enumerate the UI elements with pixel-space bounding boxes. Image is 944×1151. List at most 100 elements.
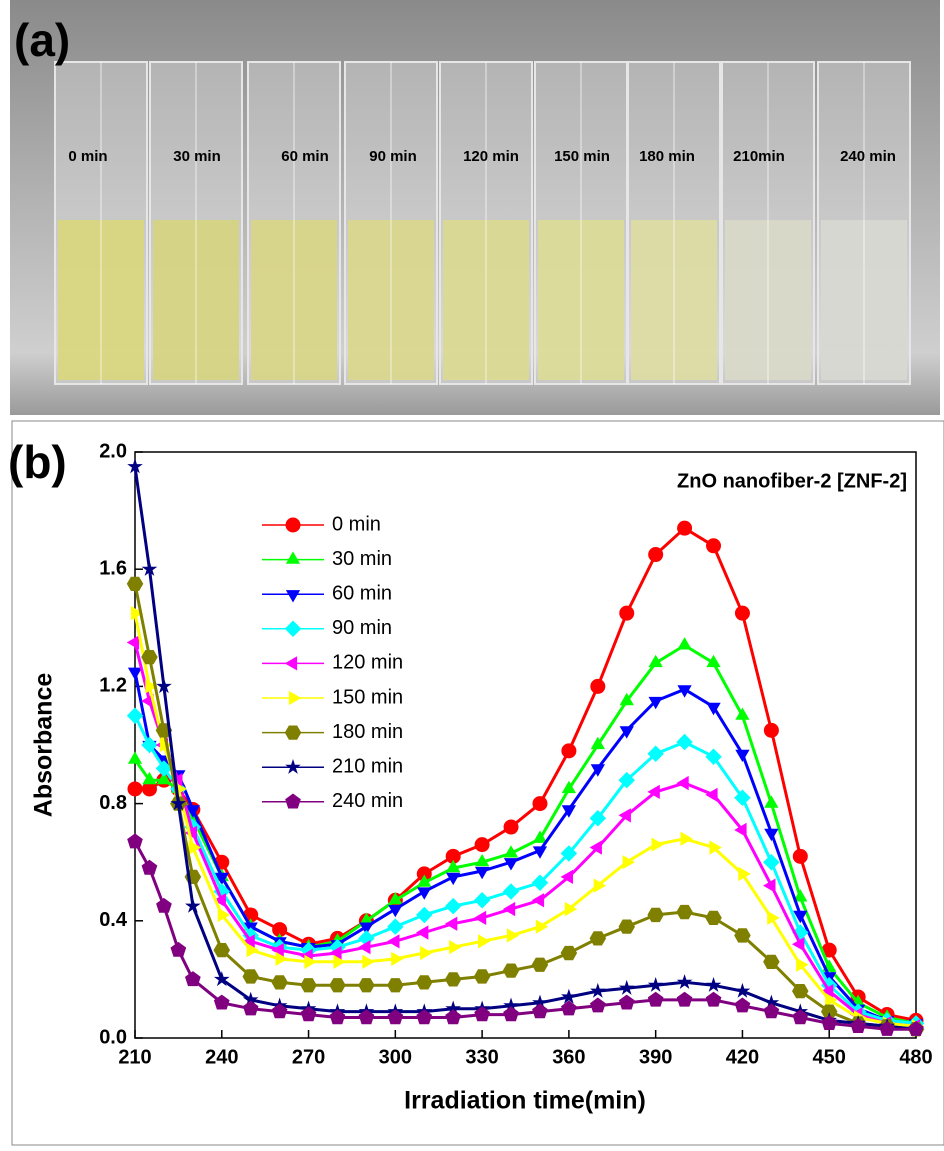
series-line [133, 642, 917, 1028]
data-point [473, 969, 491, 984]
data-point [473, 892, 491, 909]
data-point [359, 922, 374, 935]
data-point [213, 893, 226, 908]
data-point [647, 977, 664, 992]
sample-label: 240 min [840, 148, 896, 165]
data-point [619, 605, 635, 621]
data-point [358, 930, 375, 947]
legend-label: 0 min [332, 513, 381, 535]
data-point [763, 722, 779, 738]
x-tick-label: 300 [379, 1046, 412, 1068]
data-point [734, 928, 751, 943]
y-tick-label: 0.4 [99, 909, 128, 931]
data-point [503, 997, 519, 1013]
data-point [275, 951, 288, 966]
data-point [735, 707, 750, 720]
x-tick-label: 420 [726, 1046, 759, 1068]
liquid [631, 220, 717, 380]
data-point [676, 991, 693, 1007]
series-line [133, 671, 917, 1025]
plot: 0.0 0.4 0.8 1.2 1.6 2.0 210 240 270 300 330 360 390 4… [99, 440, 933, 1068]
panel-frame [11, 420, 944, 1146]
liquid [725, 220, 811, 380]
data-point [677, 685, 692, 698]
data-point [706, 538, 722, 554]
data-point [705, 910, 722, 925]
data-point [445, 848, 461, 864]
data-point [764, 795, 779, 808]
x-tick-label: 330 [465, 1046, 498, 1068]
liquid [58, 220, 144, 380]
data-point [417, 887, 432, 900]
sample-label: 150 min [554, 148, 610, 165]
data-point [532, 830, 548, 843]
sample-label: 180 min [639, 148, 695, 165]
data-point [706, 702, 721, 716]
data-point [141, 859, 158, 875]
data-point [738, 866, 751, 882]
data-point [792, 1009, 809, 1025]
data-point [763, 1003, 780, 1019]
data-point [531, 957, 549, 972]
data-point [391, 951, 404, 966]
data-point [127, 751, 143, 764]
data-point [126, 576, 144, 591]
data-point [532, 1003, 548, 1019]
panel-label: (b) [8, 436, 67, 488]
x-tick-label: 240 [205, 1046, 238, 1068]
liquid [251, 220, 337, 380]
data-point [141, 650, 158, 665]
y-tick-label: 0.8 [99, 792, 127, 814]
y-tick-label: 1.6 [99, 557, 127, 579]
y-axis-title: Absorbance [30, 673, 58, 818]
data-point [619, 726, 634, 739]
data-point [329, 945, 342, 961]
data-point [705, 748, 722, 765]
y-tick-label: 1.2 [99, 675, 127, 697]
x-tick-label: 210 [118, 1046, 151, 1068]
data-point [793, 889, 808, 902]
x-tick-label: 450 [813, 1046, 846, 1068]
data-point [188, 840, 202, 855]
data-point [647, 907, 664, 923]
data-point [561, 805, 576, 818]
data-point [126, 635, 140, 650]
data-point [502, 901, 516, 917]
x-tick-label: 360 [552, 1046, 585, 1068]
data-point [420, 945, 433, 961]
data-point [156, 771, 172, 785]
data-point [329, 1009, 346, 1025]
data-point [444, 972, 462, 987]
data-point [242, 1000, 259, 1016]
data-point [217, 907, 230, 923]
data-point [271, 1003, 288, 1019]
data-point [792, 924, 809, 941]
data-point [648, 654, 663, 668]
data-point [141, 693, 154, 709]
data-point [764, 828, 779, 842]
data-point [445, 1000, 461, 1016]
data-point [329, 978, 346, 993]
data-point [473, 910, 487, 925]
data-point [560, 945, 578, 961]
data-point [734, 997, 751, 1013]
data-point [589, 840, 602, 855]
data-point [387, 934, 400, 949]
data-point [532, 994, 548, 1010]
legend-marker [285, 759, 301, 774]
data-point [560, 869, 573, 884]
legend-marker [284, 620, 302, 637]
data-point [170, 941, 187, 957]
data-point [213, 994, 230, 1010]
data-point [763, 854, 780, 871]
data-point [560, 845, 578, 862]
sample-label: 90 min [369, 148, 417, 165]
data-point [242, 934, 255, 949]
legend-marker [285, 517, 301, 533]
data-point [271, 943, 284, 958]
data-point [127, 833, 143, 849]
data-point [648, 696, 663, 710]
data-point [647, 745, 664, 762]
data-point [141, 781, 157, 797]
